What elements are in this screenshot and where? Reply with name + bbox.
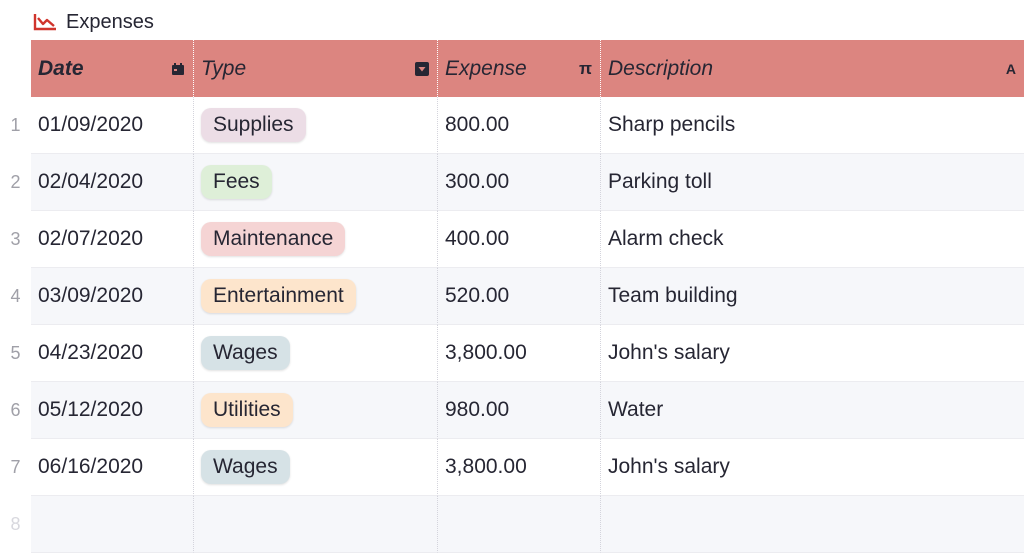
- row-number[interactable]: 5: [0, 325, 31, 382]
- row-number-header: [0, 40, 31, 97]
- row-number[interactable]: 7: [0, 439, 31, 496]
- row-number[interactable]: 1: [0, 97, 31, 154]
- expense-cell[interactable]: 980.00: [438, 382, 601, 439]
- type-cell[interactable]: Utilities: [194, 382, 438, 439]
- description-cell[interactable]: Team building: [601, 268, 1024, 325]
- table-row: 7 06/16/2020 Wages 3,800.00 John's salary: [0, 439, 1024, 496]
- widget-title: Expenses: [32, 8, 154, 36]
- date-cell[interactable]: 06/16/2020: [31, 439, 194, 496]
- description-cell[interactable]: [601, 496, 1024, 553]
- date-cell[interactable]: 02/04/2020: [31, 154, 194, 211]
- table-row: 3 02/07/2020 Maintenance 400.00 Alarm check: [0, 211, 1024, 268]
- table-row: 4 03/09/2020 Entertainment 520.00 Team build…: [0, 268, 1024, 325]
- expense-cell[interactable]: 400.00: [438, 211, 601, 268]
- row-number[interactable]: 6: [0, 382, 31, 439]
- type-cell[interactable]: Wages: [194, 439, 438, 496]
- column-header-label: Type: [201, 56, 247, 80]
- date-cell[interactable]: [31, 496, 194, 553]
- type-chip: Maintenance: [201, 222, 346, 256]
- table-row: 5 04/23/2020 Wages 3,800.00 John's salary: [0, 325, 1024, 382]
- expense-cell[interactable]: [438, 496, 601, 553]
- type-cell[interactable]: Fees: [194, 154, 438, 211]
- expense-cell[interactable]: 300.00: [438, 154, 601, 211]
- calendar-icon: [171, 62, 185, 76]
- row-number[interactable]: 2: [0, 154, 31, 211]
- row-number[interactable]: 3: [0, 211, 31, 268]
- table-body: 1 01/09/2020 Supplies 800.00 Sharp pencils 2 0…: [0, 97, 1024, 553]
- type-chip: Utilities: [201, 393, 293, 427]
- row-number[interactable]: 8: [0, 496, 31, 553]
- row-number[interactable]: 4: [0, 268, 31, 325]
- description-cell[interactable]: Alarm check: [601, 211, 1024, 268]
- type-chip: Wages: [201, 336, 290, 370]
- expense-cell[interactable]: 3,800.00: [438, 439, 601, 496]
- choice-dropdown-icon: [415, 61, 429, 76]
- column-header-label: Expense: [445, 56, 527, 80]
- expenses-table: Date Type Expense π: [0, 40, 1024, 553]
- date-cell[interactable]: 01/09/2020: [31, 97, 194, 154]
- widget-title-label: Expenses: [66, 10, 154, 33]
- table-row: 1 01/09/2020 Supplies 800.00 Sharp pencils: [0, 97, 1024, 154]
- description-cell[interactable]: John's salary: [601, 325, 1024, 382]
- chart-icon: [32, 12, 58, 32]
- type-chip: Fees: [201, 165, 272, 199]
- type-cell[interactable]: Entertainment: [194, 268, 438, 325]
- expense-cell[interactable]: 3,800.00: [438, 325, 601, 382]
- table-row: 6 05/12/2020 Utilities 980.00 Water: [0, 382, 1024, 439]
- numeric-pi-icon: π: [578, 58, 592, 78]
- column-header-type[interactable]: Type: [194, 40, 438, 97]
- type-chip: Entertainment: [201, 279, 356, 313]
- table-header: Date Type Expense π: [0, 40, 1024, 97]
- type-cell[interactable]: Supplies: [194, 97, 438, 154]
- date-cell[interactable]: 02/07/2020: [31, 211, 194, 268]
- description-cell[interactable]: Water: [601, 382, 1024, 439]
- column-header-label: Description: [608, 56, 714, 80]
- description-cell[interactable]: John's salary: [601, 439, 1024, 496]
- type-cell[interactable]: Wages: [194, 325, 438, 382]
- date-cell[interactable]: 03/09/2020: [31, 268, 194, 325]
- type-cell[interactable]: [194, 496, 438, 553]
- description-cell[interactable]: Sharp pencils: [601, 97, 1024, 154]
- type-chip: Wages: [201, 450, 290, 484]
- column-header-description[interactable]: Description A: [601, 40, 1024, 97]
- column-header-expense[interactable]: Expense π: [438, 40, 601, 97]
- type-chip: Supplies: [201, 108, 306, 142]
- column-header-date[interactable]: Date: [31, 40, 194, 97]
- date-cell[interactable]: 04/23/2020: [31, 325, 194, 382]
- expense-cell[interactable]: 800.00: [438, 97, 601, 154]
- date-cell[interactable]: 05/12/2020: [31, 382, 194, 439]
- table-row: 2 02/04/2020 Fees 300.00 Parking toll: [0, 154, 1024, 211]
- text-icon: A: [1005, 60, 1016, 77]
- expense-cell[interactable]: 520.00: [438, 268, 601, 325]
- new-row: 8: [0, 496, 1024, 553]
- column-header-label: Date: [38, 56, 84, 80]
- type-cell[interactable]: Maintenance: [194, 211, 438, 268]
- description-cell[interactable]: Parking toll: [601, 154, 1024, 211]
